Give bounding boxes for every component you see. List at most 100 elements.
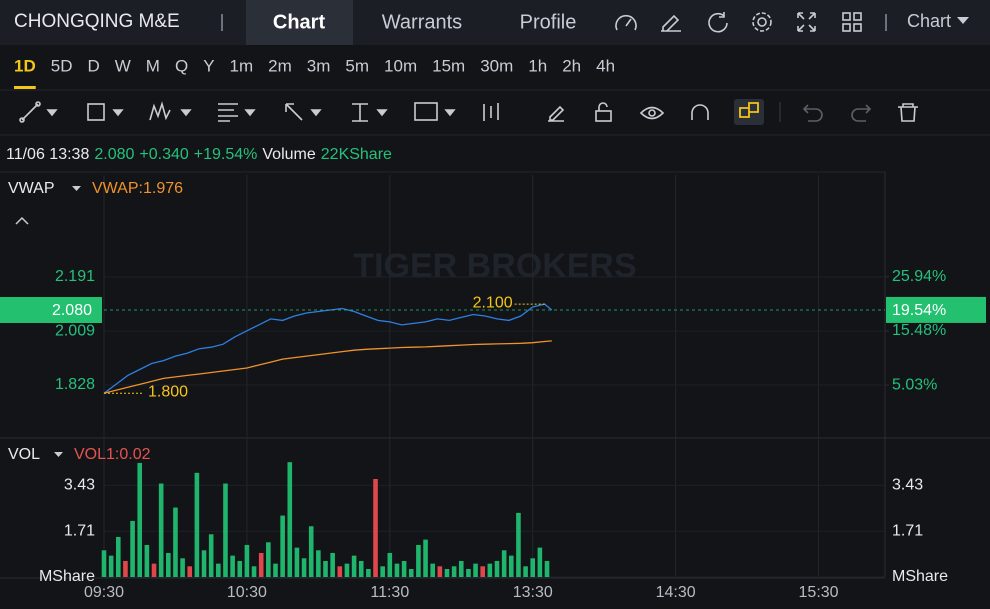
period-button[interactable]: 2h (562, 56, 581, 75)
volume-bar (473, 563, 478, 577)
chart-menu[interactable]: Chart (907, 11, 951, 31)
volume-bar (401, 560, 407, 577)
quote-volume: 22KShare (321, 146, 392, 163)
period-button[interactable]: D (87, 56, 99, 75)
volume-y2-tick-label: MShare (892, 568, 948, 585)
active-tool-icon (739, 102, 759, 118)
volume-bar (516, 512, 521, 577)
volume-bar (144, 544, 150, 577)
volume-bar (258, 552, 264, 577)
price-panel-border (0, 175, 885, 577)
header-icons[interactable] (615, 12, 862, 33)
indicator-caret[interactable] (72, 186, 81, 191)
last-price-tag (0, 297, 102, 324)
volume-bar (408, 568, 414, 577)
last-pct-tag (886, 296, 986, 323)
chart: TIGER BROKERS 09:30 10:30 11:30 13:30 14:30 15… (0, 171, 990, 601)
delete-tool[interactable] (898, 103, 918, 122)
quote-change: +0.340 (139, 146, 188, 163)
volume-bar (373, 478, 378, 577)
quote-volume-label: Volume (262, 146, 315, 163)
volume-y-tick-label: 1.71 (64, 523, 95, 540)
volume-bar (523, 566, 528, 577)
x-tick-label: 15:30 (799, 584, 839, 601)
price-line (103, 303, 553, 394)
volume-caret[interactable] (54, 452, 63, 457)
tab[interactable]: Warrants (382, 11, 462, 33)
x-tick-label: 11:30 (370, 584, 409, 601)
volume-bar (173, 507, 178, 577)
period-button[interactable]: 2m (268, 56, 292, 75)
y2-tick-label: 25.94% (892, 268, 946, 285)
volume-y2-tick-label: 3.43 (892, 477, 923, 494)
symbol-title: CHONGQING M&E (14, 11, 180, 32)
period-button[interactable]: 3m (307, 56, 331, 75)
volume-bar (351, 555, 357, 577)
x-tick-label: 14:30 (656, 584, 696, 601)
y2-tick-label: 5.03% (892, 376, 937, 393)
period-row: 1D 5D D W M Q Y 1m 2m 3m 5m 10m 15m 30m 1h 2h 4h (14, 56, 615, 89)
drawing-toolbar[interactable] (19, 101, 709, 123)
volume-bar (323, 560, 328, 577)
period-button[interactable]: 10m (384, 56, 417, 75)
quote-time: 11/06 13:38 (6, 146, 89, 163)
volume-bar (530, 558, 536, 577)
history-tools[interactable] (802, 104, 872, 122)
volume-bar (151, 563, 157, 577)
volume-bar (208, 534, 214, 577)
volume-bar (501, 550, 507, 577)
period-button[interactable]: 30m (480, 56, 513, 75)
x-tick-label: 10:30 (227, 584, 267, 601)
period-button[interactable]: Q (175, 56, 188, 75)
x-tick-label: 13:30 (513, 584, 553, 601)
volume-bar (480, 566, 486, 577)
period-button[interactable]: 5D (51, 56, 73, 75)
period-button[interactable]: 15m (432, 56, 465, 75)
volume-bar (273, 563, 278, 577)
volume-bar (123, 560, 128, 577)
volume-indicator-value: VOL1:0.02 (74, 446, 151, 463)
volume-bar (266, 542, 271, 577)
tab[interactable]: Profile (520, 11, 577, 33)
collapse-caret[interactable] (15, 216, 29, 225)
volume-bar (230, 555, 235, 577)
menu-caret[interactable] (957, 17, 969, 24)
volume-bar (494, 560, 500, 577)
period-button[interactable]: 1m (230, 56, 254, 75)
volume-bar (337, 566, 343, 577)
period-button[interactable]: M (146, 56, 160, 75)
volume-bar (358, 560, 364, 577)
volume-bar (216, 563, 221, 577)
y2-tick-label: 15.48% (892, 322, 946, 339)
volume-bar (158, 483, 164, 577)
volume-bar (301, 558, 307, 577)
volume-bar (244, 544, 250, 577)
volume-indicator: VOL (8, 446, 40, 463)
high-label: 2.100 (473, 294, 513, 311)
period-button[interactable]: Y (203, 56, 214, 75)
volume-bar (194, 472, 200, 577)
period-button[interactable]: W (115, 56, 131, 75)
tab[interactable]: Chart (273, 11, 326, 33)
volume-y-tick-label: MShare (39, 568, 95, 585)
volume-bar (180, 558, 185, 577)
last-pct-label: 19.54% (892, 302, 946, 319)
volume-bar (430, 563, 435, 577)
volume-bar (394, 563, 400, 577)
quote-change-pct: +19.54% (194, 146, 258, 163)
volume-y-tick-label: 3.43 (64, 477, 95, 494)
period-button[interactable]: 4h (596, 56, 615, 75)
period-button[interactable]: 1h (528, 56, 547, 75)
active-tab[interactable] (246, 0, 353, 45)
period-button[interactable]: 5m (345, 56, 369, 75)
volume-bar (537, 547, 543, 577)
indicator-name: VWAP (8, 180, 55, 197)
volume-bar (251, 566, 257, 577)
volume-bar (458, 560, 464, 577)
y-tick-label: 2.009 (55, 322, 95, 339)
volume-bar (416, 544, 421, 577)
volume-bar (223, 483, 228, 577)
volume-bar (201, 550, 207, 577)
period-button[interactable]: 1D (14, 56, 36, 75)
